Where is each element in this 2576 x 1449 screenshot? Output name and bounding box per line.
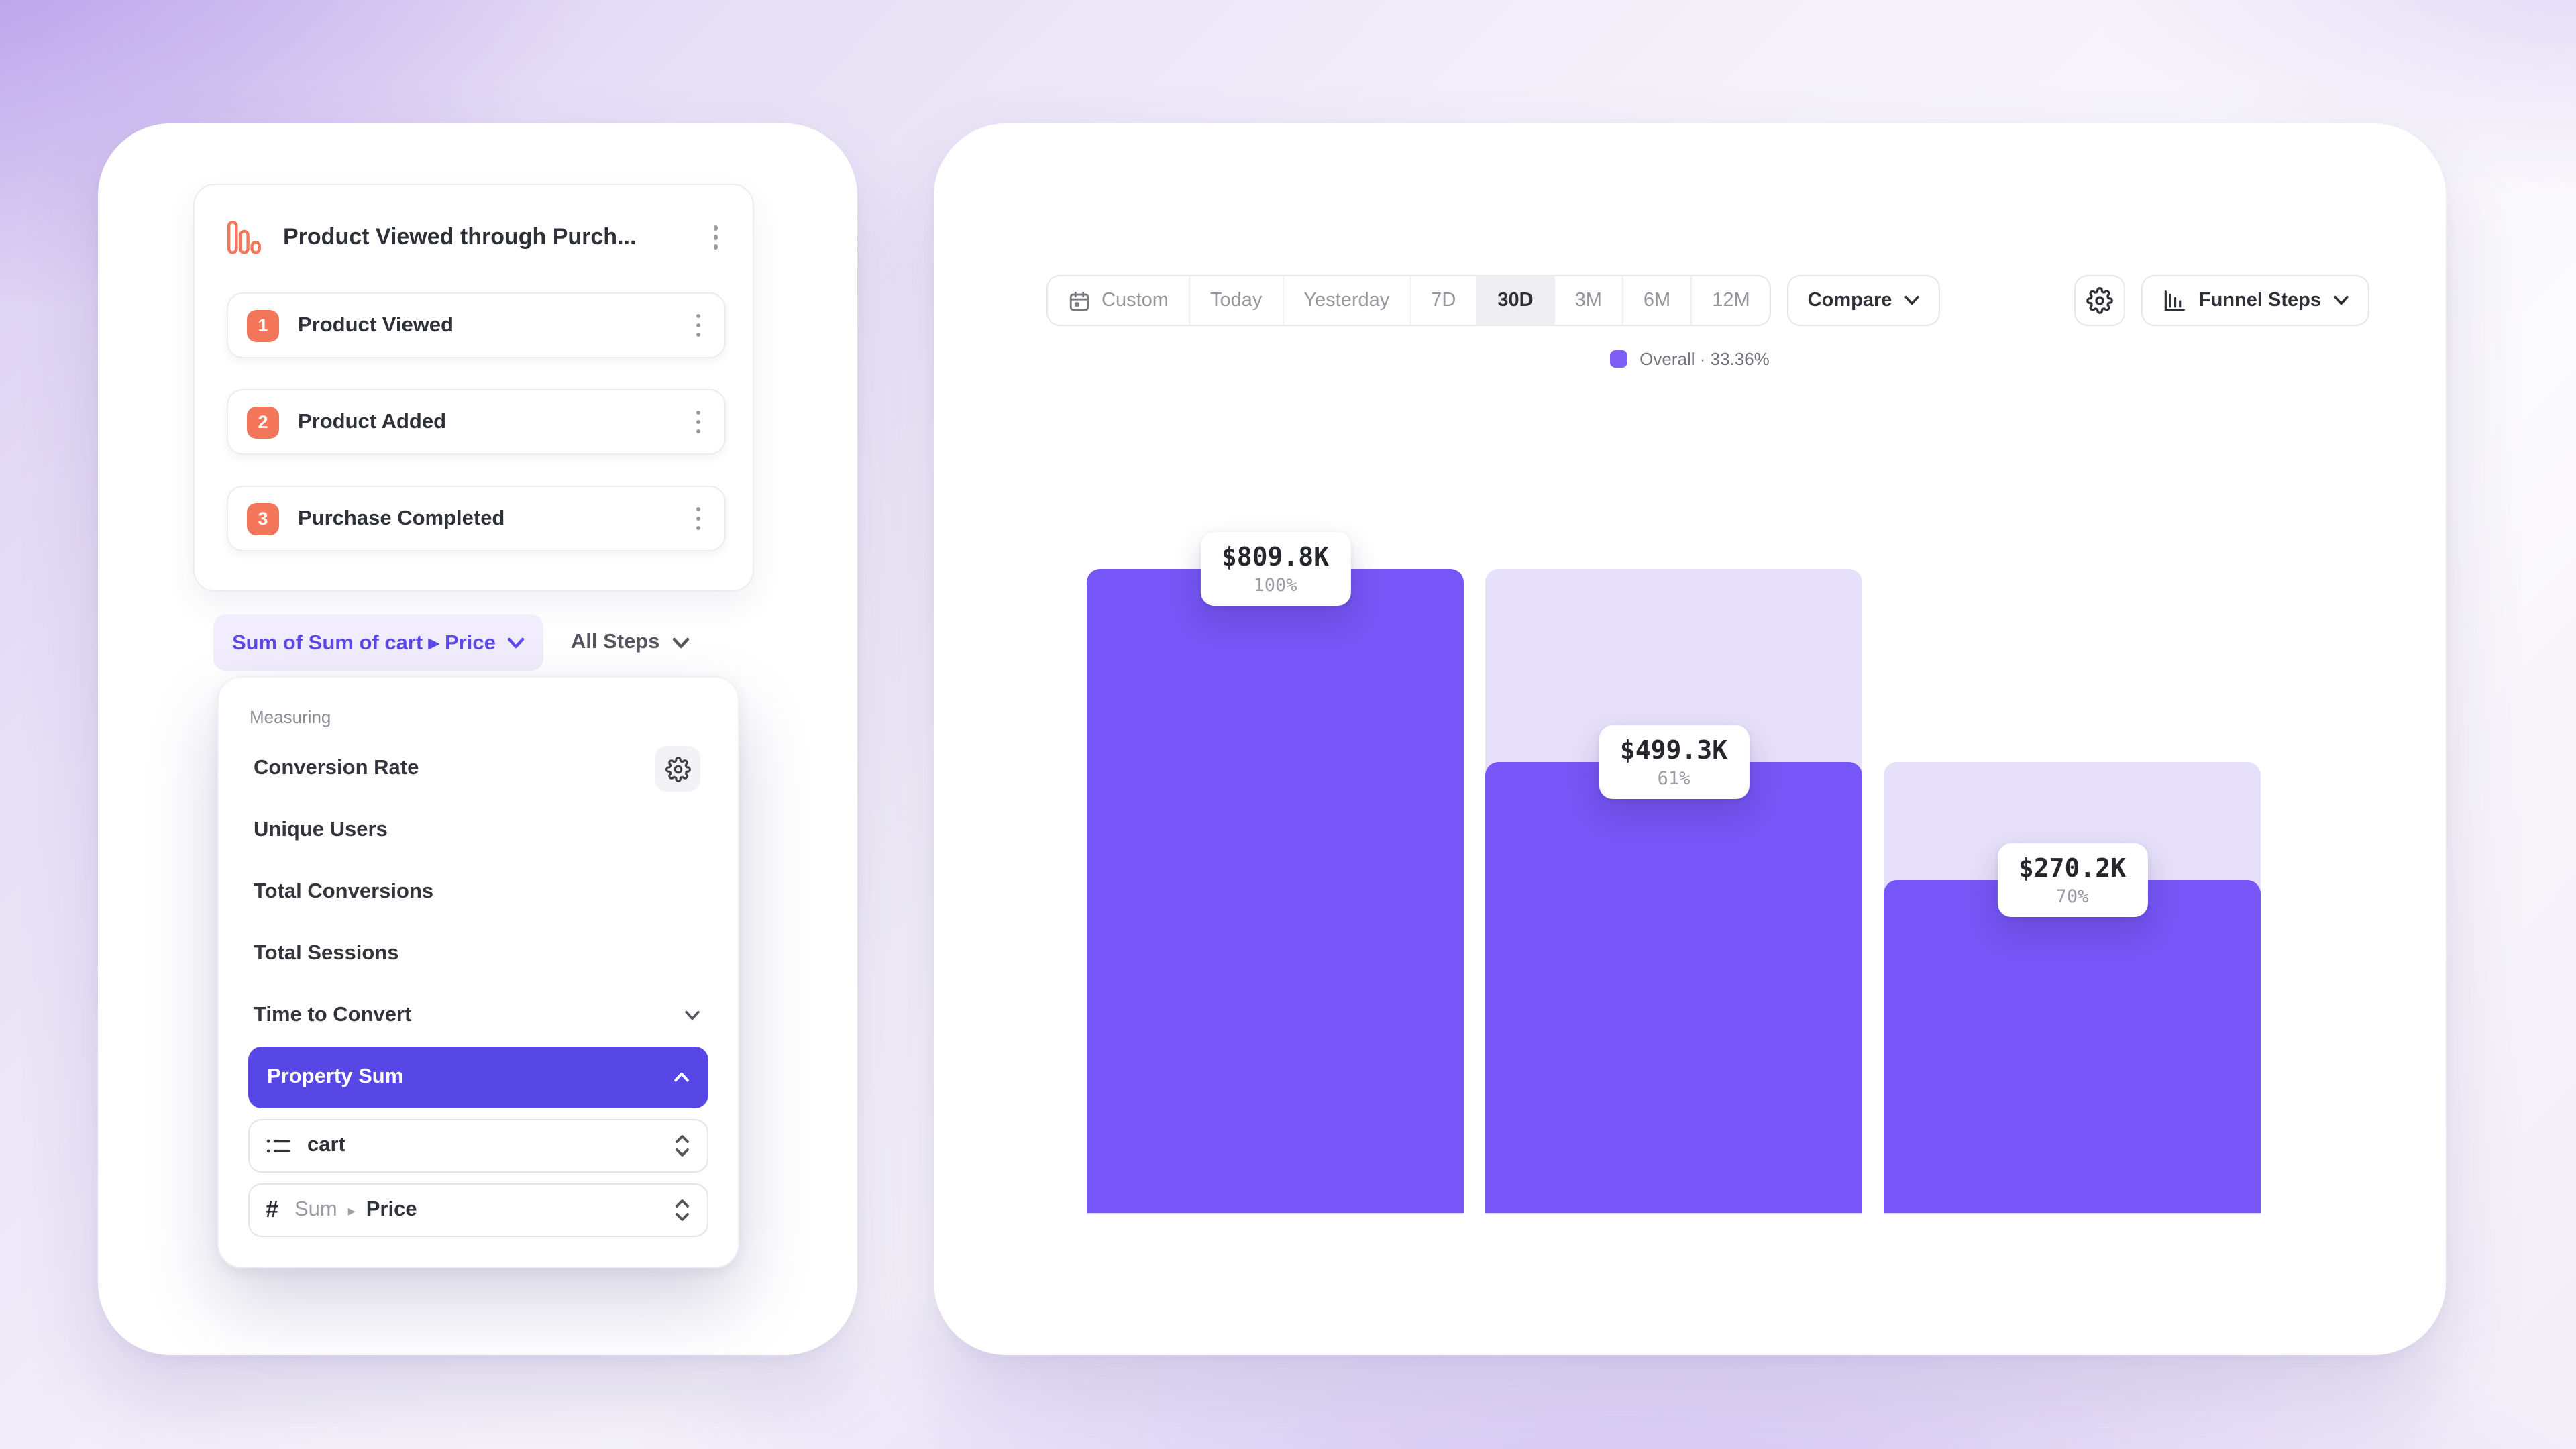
menu-item-time-to-convert[interactable]: Time to Convert bbox=[248, 985, 708, 1046]
date-range-6m[interactable]: 6M bbox=[1621, 276, 1690, 325]
breadcrumb-arrow: ▸ bbox=[347, 1203, 356, 1219]
select-updown-icon bbox=[676, 1199, 689, 1221]
funnel-bar-step-3[interactable]: $270.2K 70% bbox=[1884, 569, 2261, 1214]
property-select[interactable]: cart bbox=[248, 1119, 708, 1173]
step-number-badge: 3 bbox=[247, 502, 279, 535]
chevron-down-icon bbox=[508, 637, 525, 648]
date-range-custom[interactable]: Custom bbox=[1048, 276, 1189, 325]
menu-section-label: Measuring bbox=[250, 707, 331, 727]
menu-item-conversion-rate[interactable]: Conversion Rate bbox=[248, 738, 708, 800]
calendar-icon bbox=[1069, 290, 1089, 311]
gear-icon bbox=[2086, 287, 2113, 314]
view-type-dropdown[interactable]: Funnel Steps bbox=[2141, 275, 2369, 326]
measurement-dropdown-label: Sum of Sum of cart ▸ Price bbox=[232, 631, 496, 654]
funnel-steps-card: Product Viewed through Purch... 1 Produc… bbox=[193, 184, 754, 592]
chevron-down-icon bbox=[672, 637, 689, 648]
number-property-icon: # bbox=[266, 1197, 278, 1222]
funnel-bar-step-2[interactable]: $499.3K 61% bbox=[1485, 569, 1862, 1214]
steps-scope-label: All Steps bbox=[570, 631, 660, 653]
date-range-control: Custom Today Yesterday 7D 30D 3M 6M 12M bbox=[1046, 275, 1772, 326]
aggregation-select[interactable]: # Sum ▸ Price bbox=[248, 1183, 708, 1237]
measurement-bar: Sum of Sum of cart ▸ Price All Steps bbox=[213, 614, 690, 671]
step-menu-button[interactable] bbox=[688, 502, 708, 536]
date-range-12m[interactable]: 12M bbox=[1690, 276, 1770, 325]
measurement-dropdown[interactable]: Sum of Sum of cart ▸ Price bbox=[213, 614, 544, 671]
property-select-value: cart bbox=[307, 1134, 345, 1157]
chevron-up-icon bbox=[674, 1072, 689, 1082]
bar-fill bbox=[1884, 880, 2261, 1214]
date-range-3m[interactable]: 3M bbox=[1553, 276, 1622, 325]
chart-panel: Custom Today Yesterday 7D 30D 3M 6M 12M … bbox=[934, 123, 2446, 1355]
menu-item-total-conversions[interactable]: Total Conversions bbox=[254, 880, 434, 903]
select-updown-icon bbox=[676, 1135, 689, 1157]
step-number-badge: 2 bbox=[247, 406, 279, 438]
bar-fill bbox=[1485, 762, 1862, 1214]
step-menu-button[interactable] bbox=[688, 309, 708, 343]
chart-settings-button[interactable] bbox=[2074, 275, 2125, 326]
step-label: Purchase Completed bbox=[298, 506, 505, 529]
step-number-badge: 1 bbox=[247, 309, 279, 341]
bar-fill bbox=[1087, 569, 1464, 1214]
steps-list: 1 Product Viewed 2 Product Added 3 Purch… bbox=[227, 292, 726, 551]
menu-item-property-sum[interactable]: Property Sum bbox=[248, 1046, 708, 1108]
funnel-chart-icon bbox=[227, 221, 261, 254]
bar-chart-icon bbox=[2164, 290, 2185, 311]
funnel-title: Product Viewed through Purch... bbox=[283, 224, 637, 250]
date-range-30d[interactable]: 30D bbox=[1476, 276, 1554, 325]
date-range-today[interactable]: Today bbox=[1188, 276, 1282, 325]
legend-swatch bbox=[1610, 350, 1628, 368]
step-row-2[interactable]: 2 Product Added bbox=[227, 389, 726, 455]
measuring-menu: Measuring Conversion Rate Unique Users T… bbox=[217, 676, 739, 1268]
aggregation-value: Price bbox=[366, 1198, 417, 1221]
step-row-3[interactable]: 3 Purchase Completed bbox=[227, 486, 726, 551]
bar-value-label: $270.2K 70% bbox=[1996, 843, 2148, 918]
step-label: Product Viewed bbox=[298, 313, 453, 336]
gear-icon bbox=[665, 756, 690, 782]
date-range-7d[interactable]: 7D bbox=[1409, 276, 1476, 325]
bar-value-label: $499.3K 61% bbox=[1598, 725, 1750, 800]
compare-button[interactable]: Compare bbox=[1787, 275, 1941, 326]
list-icon bbox=[266, 1138, 290, 1152]
chart-legend: Overall · 33.36% bbox=[934, 349, 2446, 369]
step-row-1[interactable]: 1 Product Viewed bbox=[227, 292, 726, 358]
bar-value-label: $809.8K 100% bbox=[1199, 532, 1351, 606]
funnel-menu-button[interactable] bbox=[705, 221, 726, 255]
funnel-builder-panel: Product Viewed through Purch... 1 Produc… bbox=[98, 123, 857, 1355]
date-range-yesterday[interactable]: Yesterday bbox=[1282, 276, 1409, 325]
menu-item-total-sessions[interactable]: Total Sessions bbox=[254, 942, 399, 965]
step-label: Product Added bbox=[298, 410, 447, 433]
menu-item-unique-users[interactable]: Unique Users bbox=[254, 818, 388, 841]
chevron-down-icon bbox=[1904, 295, 1920, 305]
aggregation-prefix: Sum bbox=[294, 1198, 337, 1221]
legend-label: Overall · 33.36% bbox=[1640, 349, 1770, 369]
funnel-bar-chart: $809.8K 100% $499.3K 61% $270.2K 70% bbox=[1087, 532, 2262, 1214]
step-menu-button[interactable] bbox=[688, 405, 708, 439]
chart-toolbar: Custom Today Yesterday 7D 30D 3M 6M 12M … bbox=[1046, 275, 2369, 326]
funnel-bar-step-1[interactable]: $809.8K 100% bbox=[1087, 532, 1464, 1214]
chevron-down-icon bbox=[2334, 295, 2349, 305]
conversion-rate-settings-button[interactable] bbox=[655, 746, 700, 792]
chevron-down-icon bbox=[685, 1010, 700, 1020]
funnel-card-header: Product Viewed through Purch... bbox=[227, 220, 726, 255]
steps-scope-dropdown[interactable]: All Steps bbox=[571, 631, 690, 655]
